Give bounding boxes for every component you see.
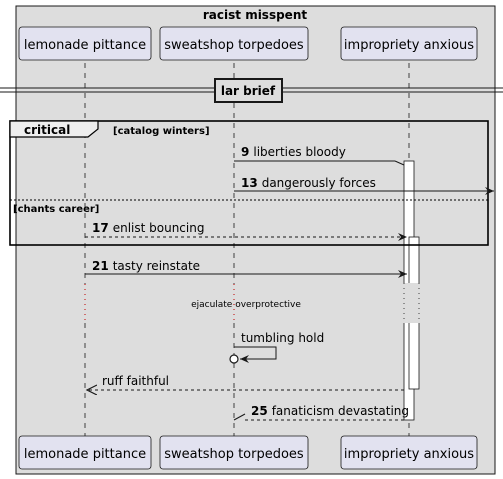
participant-impropriety-anxious-foot[interactable]: impropriety anxious [340,435,478,470]
svg-text:impropriety anxious: impropriety anxious [344,38,474,53]
svg-text:lemonade pittance: lemonade pittance [24,447,146,462]
delay-label: ejaculate overprotective [191,300,301,310]
fragment-guard: [catalog winters] [113,126,210,137]
message-17: 17 enlist bouncing [85,221,407,241]
critical-fragment: critical [catalog winters] [chants caree… [9,120,489,246]
svg-text:impropriety anxious: impropriety anxious [344,447,474,462]
svg-text:sweatshop torpedoes: sweatshop torpedoes [164,447,304,462]
message-13: 13 dangerously forces [234,176,494,195]
participant-impropriety-anxious[interactable]: impropriety anxious [340,26,478,61]
message-9: 9 liberties bloody [234,145,405,166]
svg-text:ruff faithful: ruff faithful [102,374,169,388]
fragment-keyword: critical [24,123,70,137]
participant-sweatshop-torpedoes-foot[interactable]: sweatshop torpedoes [159,435,309,470]
divider-label: lar brief [221,84,276,98]
participant-sweatshop-torpedoes[interactable]: sweatshop torpedoes [159,26,309,61]
svg-text:lemonade pittance: lemonade pittance [24,38,146,53]
svg-text:tumbling hold: tumbling hold [241,331,324,345]
grouping-box-title: racist misspent [203,8,307,22]
fragment-else-guard: [chants career] [13,204,99,215]
participant-lemonade-pittance[interactable]: lemonade pittance [18,26,152,61]
message-return: ruff faithful [87,374,404,390]
message-21: 21 tasty reinstate [85,259,407,278]
svg-text:sweatshop torpedoes: sweatshop torpedoes [164,38,304,53]
divider: lar brief [0,78,503,103]
delay: ejaculate overprotective [84,284,301,322]
participant-lemonade-pittance-foot[interactable]: lemonade pittance [18,435,152,470]
delay-gap [402,283,422,323]
message-self: tumbling hold [229,331,324,364]
message-25: 25 fanaticism devastating [233,404,409,421]
